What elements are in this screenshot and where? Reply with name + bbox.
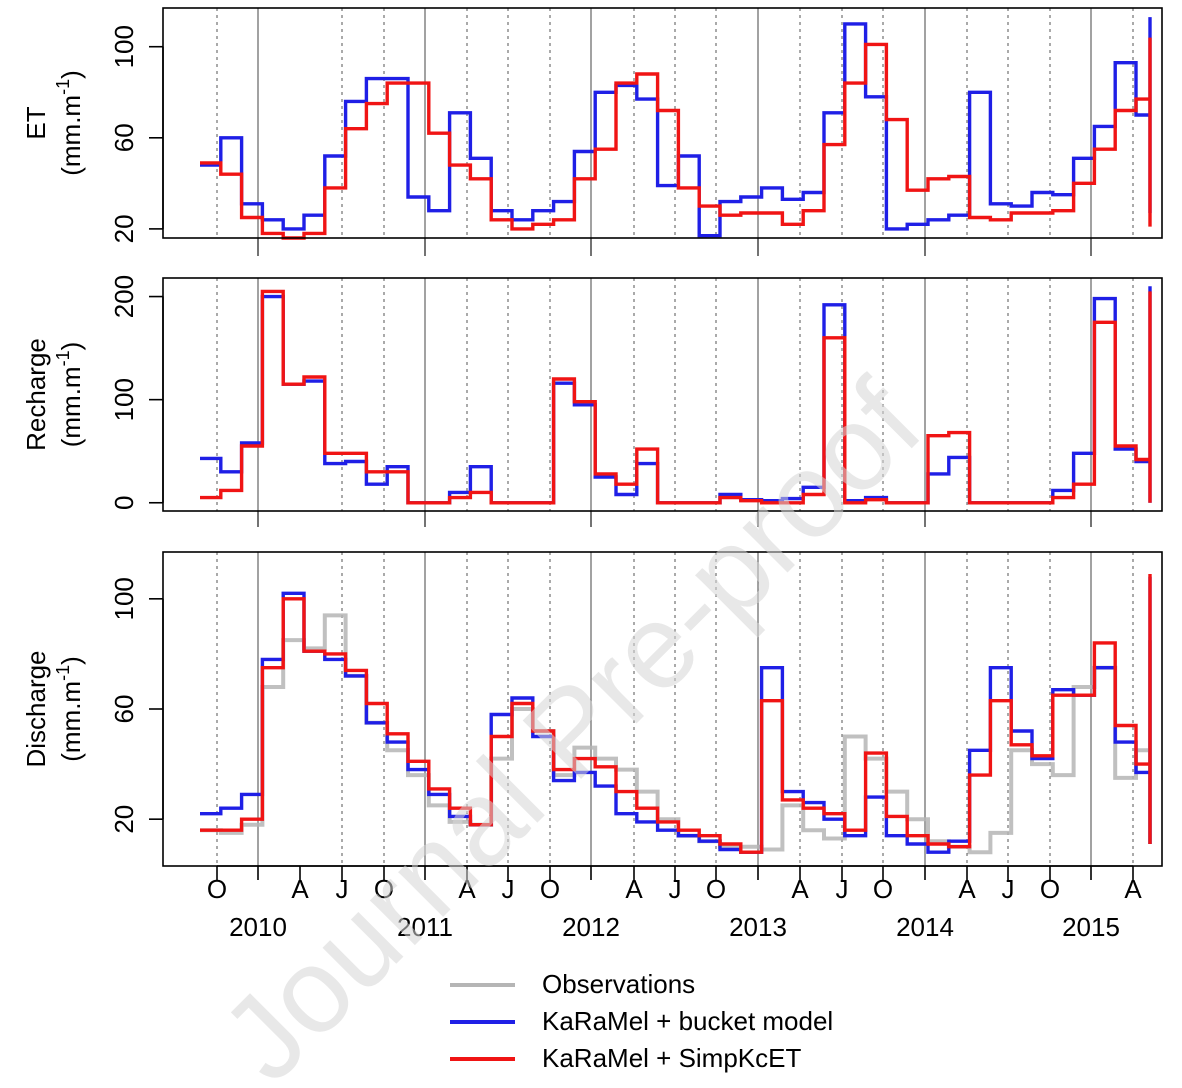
series-simpk-recharge xyxy=(200,289,1152,505)
x-month-label: J xyxy=(836,874,849,904)
y-tick-label: 20 xyxy=(109,214,139,243)
x-month-label: A xyxy=(291,874,309,904)
y-tick-label: 100 xyxy=(109,577,139,620)
y-tick-label: 60 xyxy=(109,123,139,152)
legend: Observations KaRaMel + bucket model KaRaMe… xyxy=(450,969,833,1073)
x-month-label: A xyxy=(1124,874,1142,904)
series-simpk-discharge xyxy=(200,574,1152,854)
unit-exponent: -1 xyxy=(53,79,73,95)
plot-frame xyxy=(162,277,1163,512)
x-month-label: O xyxy=(540,874,560,904)
legend-label: Observations xyxy=(542,969,695,999)
y-axis-label: Discharge xyxy=(21,650,51,767)
legend-label: KaRaMel + bucket model xyxy=(542,1006,833,1036)
y-tick-label: 100 xyxy=(109,25,139,68)
legend-label: KaRaMel + SimpKcET xyxy=(542,1043,801,1073)
y-axis-unit: (mm.m-1) xyxy=(53,656,86,762)
x-month-label: A xyxy=(625,874,643,904)
x-year-label: 2012 xyxy=(562,912,620,942)
unit-text: (mm.m xyxy=(56,95,86,176)
y-tick-label: 0 xyxy=(109,496,139,510)
y-tick-label: 60 xyxy=(109,695,139,724)
unit-close: ) xyxy=(56,70,86,79)
x-year-label: 2013 xyxy=(729,912,787,942)
x-year-label: 2015 xyxy=(1062,912,1120,942)
x-year-label: 2011 xyxy=(397,912,453,942)
x-month-label: O xyxy=(873,874,893,904)
series-bucket-et xyxy=(200,17,1152,238)
unit-close: ) xyxy=(56,342,86,351)
y-axis-label: ET xyxy=(21,106,51,139)
x-month-label: A xyxy=(958,874,976,904)
x-month-label: O xyxy=(207,874,227,904)
y-tick-label: 200 xyxy=(109,275,139,318)
x-month-label: A xyxy=(458,874,476,904)
x-month-label: J xyxy=(502,874,515,904)
unit-text: (mm.m xyxy=(56,681,86,762)
unit-exponent: -1 xyxy=(53,350,73,366)
x-month-label: J xyxy=(336,874,349,904)
series-bucket-recharge xyxy=(200,286,1152,505)
x-month-label: A xyxy=(791,874,809,904)
y-tick-label: 20 xyxy=(109,805,139,834)
unit-text: (mm.m xyxy=(56,366,86,447)
x-month-label: J xyxy=(1002,874,1015,904)
panel-discharge: 20 60 100 Discharge (mm.m-1) xyxy=(21,551,1163,867)
x-month-label: J xyxy=(669,874,682,904)
panel-et: 20 60 100 ET (mm.m-1) xyxy=(21,7,1163,256)
series-simpk-et xyxy=(200,37,1152,240)
y-axis-unit: (mm.m-1) xyxy=(53,70,86,176)
x-year-label: 2014 xyxy=(896,912,954,942)
x-month-label: O xyxy=(1040,874,1060,904)
y-axis-label: Recharge xyxy=(21,338,51,451)
y-tick-label: 100 xyxy=(109,378,139,421)
unit-close: ) xyxy=(56,656,86,665)
y-axis-unit: (mm.m-1) xyxy=(53,342,86,448)
x-year-label: 2010 xyxy=(229,912,287,942)
x-month-label: O xyxy=(374,874,394,904)
unit-exponent: -1 xyxy=(53,665,73,681)
panel-recharge: 0 100 200 Recharge (mm.m-1) xyxy=(21,275,1163,527)
x-month-label: O xyxy=(706,874,726,904)
